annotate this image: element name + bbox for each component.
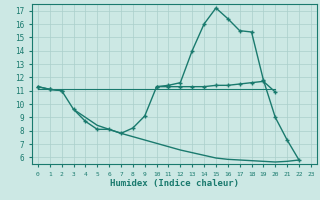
- X-axis label: Humidex (Indice chaleur): Humidex (Indice chaleur): [110, 179, 239, 188]
